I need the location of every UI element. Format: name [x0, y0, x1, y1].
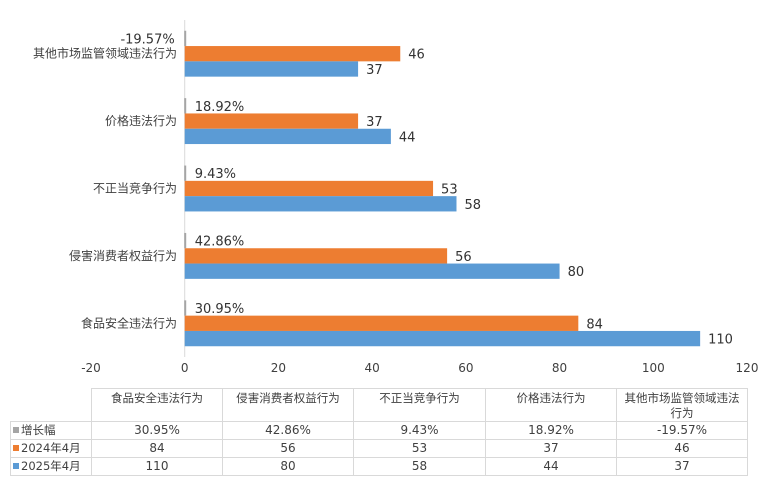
table-cell: 44: [485, 457, 617, 476]
table-header-cell: 侵害消费者权益行为: [222, 388, 354, 422]
table-cell: 42.86%: [222, 421, 354, 440]
x-tick-label: -20: [81, 361, 101, 375]
category-label: 不正当竞争行为: [93, 182, 177, 196]
data-label: 110: [708, 333, 733, 348]
data-label: 44: [399, 130, 416, 145]
x-tick-label: 20: [271, 361, 286, 375]
table-cell: 30.95%: [91, 421, 223, 440]
data-label: 9.43%: [195, 167, 236, 182]
data-label: 30.95%: [195, 302, 245, 317]
bar: [184, 180, 434, 197]
table-cell: -19.57%: [616, 421, 748, 440]
table-cell: 84: [91, 439, 223, 458]
data-label: 56: [455, 250, 472, 265]
bar: [184, 46, 401, 62]
bar: [184, 165, 187, 181]
bar: [184, 128, 391, 145]
legend-swatch: [13, 463, 19, 469]
bar: [184, 61, 359, 77]
table-header-cell: 其他市场监管领域违法 行为: [616, 388, 748, 422]
table-header-cell: 食品安全违法行为: [91, 388, 223, 422]
table-header-cell: 不正当竞争行为: [353, 388, 486, 422]
bar-chart: -20 0 20 40 60 80 100 120 食品安全违法行为 30.95% 84 110 侵害消…: [33, 20, 759, 375]
bar: [184, 330, 701, 347]
table-cell: 110: [91, 457, 223, 476]
category-label: 其他市场监管领域违法行为: [33, 46, 177, 61]
x-tick-label: 40: [365, 361, 380, 375]
table-row: 增长幅 30.95% 42.86% 9.43% 18.92% -19.57%: [10, 421, 748, 440]
table-cell: 53: [353, 439, 486, 458]
data-label: 46: [408, 48, 425, 63]
table-cell: 18.92%: [485, 421, 617, 440]
data-label: 58: [464, 198, 481, 213]
category-label: 食品安全违法行为: [81, 315, 177, 330]
bar: [184, 263, 560, 279]
table-cell: 58: [353, 457, 486, 476]
table-corner: [10, 388, 92, 422]
bar: [184, 196, 457, 212]
data-table: 食品安全违法行为 侵害消费者权益行为 不正当竞争行为 价格违法行为 其他市场监管领域违法…: [10, 388, 748, 476]
table-cell: 56: [222, 439, 354, 458]
bar: [184, 30, 187, 47]
x-tick-label: 0: [181, 361, 189, 375]
data-label: 18.92%: [195, 100, 245, 115]
table-cell: 37: [616, 457, 748, 476]
bar: [184, 300, 187, 316]
x-tick-label: 120: [736, 361, 759, 375]
table-row: 2024年4月 84 56 53 37 46: [10, 439, 748, 458]
table-row-header: 2024年4月: [10, 439, 92, 458]
table-cell: 46: [616, 439, 748, 458]
data-label: 37: [366, 63, 383, 78]
x-tick-label: 60: [458, 361, 473, 375]
bar: [184, 232, 187, 249]
table-header-cell: 价格违法行为: [485, 388, 617, 422]
table-row: 2025年4月 110 80 58 44 37: [10, 457, 748, 476]
legend-swatch: [13, 445, 19, 451]
bar: [184, 315, 579, 331]
bar: [184, 113, 359, 129]
data-label: 53: [441, 183, 458, 198]
table-cell: 37: [485, 439, 617, 458]
data-label: 37: [366, 115, 383, 130]
category-label: 侵害消费者权益行为: [69, 248, 177, 263]
table-header-row: 食品安全违法行为 侵害消费者权益行为 不正当竞争行为 价格违法行为 其他市场监管领域违法…: [10, 388, 748, 422]
x-tick-label: 100: [642, 361, 665, 375]
data-label: 84: [586, 317, 603, 332]
bar: [184, 248, 448, 264]
table-cell: 9.43%: [353, 421, 486, 440]
x-tick-label: 80: [552, 361, 567, 375]
bar: [184, 98, 187, 114]
category-label: 价格违法行为: [105, 113, 177, 128]
data-label: 80: [568, 265, 585, 280]
data-label: -19.57%: [120, 32, 174, 47]
data-label: 42.86%: [195, 235, 245, 250]
table-row-header: 增长幅: [10, 421, 92, 440]
legend-swatch: [13, 427, 19, 433]
table-row-header: 2025年4月: [10, 457, 92, 476]
table-cell: 80: [222, 457, 354, 476]
